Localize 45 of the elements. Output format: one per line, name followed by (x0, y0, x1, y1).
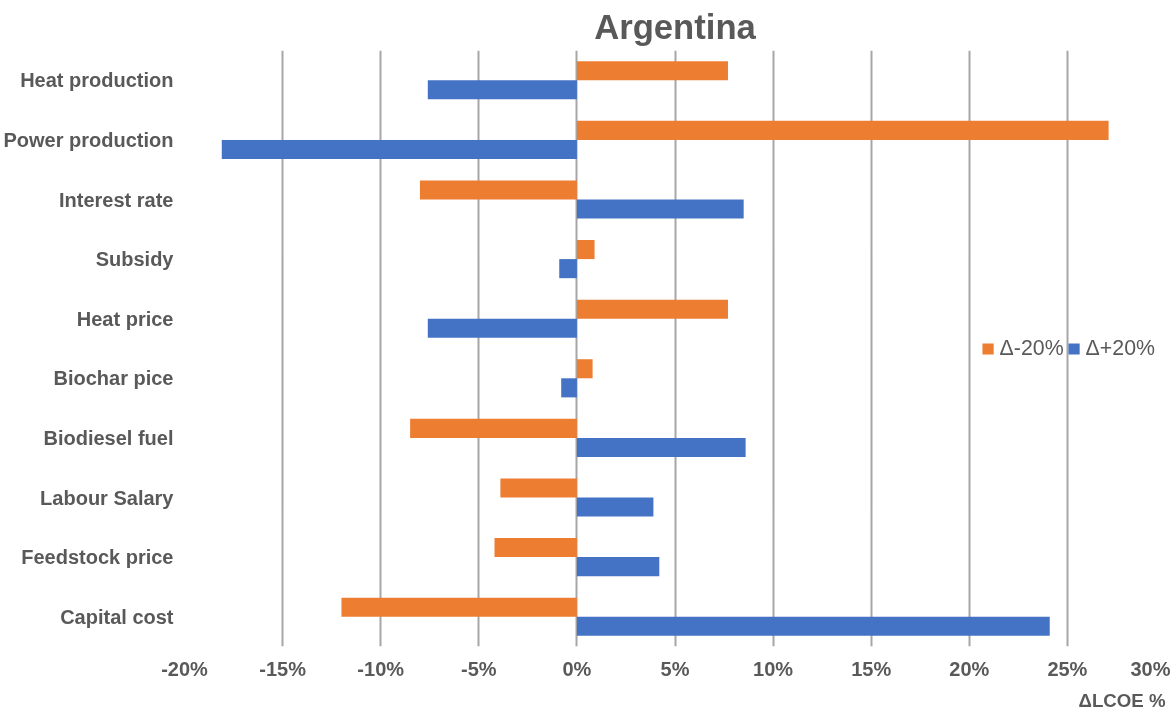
y-tick-label: Capital cost (60, 605, 174, 628)
bar (559, 259, 577, 279)
x-tick-label: -20% (161, 657, 209, 680)
bar (576, 199, 744, 219)
y-tick-label: Power production (3, 128, 174, 151)
bar (494, 538, 577, 558)
x-tick-label: 25% (1047, 657, 1088, 680)
bar (576, 557, 660, 577)
bar (561, 378, 577, 398)
bar (576, 359, 593, 379)
bar (427, 318, 577, 338)
y-tick-label: Biodiesel fuel (43, 426, 174, 449)
bar (576, 616, 1050, 636)
x-tick-label: 30% (1130, 657, 1171, 680)
y-tick-label: Heat price (76, 307, 174, 330)
x-tick-label: -15% (259, 657, 307, 680)
y-tick-label: Labour Salary (40, 486, 175, 509)
bar (410, 418, 577, 438)
x-tick-label: -10% (357, 657, 405, 680)
x-tick-label: 20% (949, 657, 990, 680)
x-tick-label: 15% (851, 657, 892, 680)
bar (576, 299, 728, 319)
x-tick-label: 5% (660, 657, 690, 680)
x-tick-label: -5% (461, 657, 497, 680)
y-tick-label: Subsidy (95, 248, 175, 271)
x-axis-title: ΔLCOE % (1078, 689, 1166, 711)
bar (500, 478, 577, 498)
bar (427, 80, 577, 100)
y-tick-label: Heat production (20, 69, 174, 92)
x-tick-label: 0% (562, 657, 592, 680)
bar (576, 120, 1109, 140)
bar (419, 180, 577, 200)
bar (221, 139, 577, 159)
chart-title: Argentina (594, 7, 757, 46)
bar (576, 240, 595, 260)
legend-label: Δ+20% (1085, 335, 1155, 361)
y-tick-label: Interest rate (59, 188, 174, 211)
y-tick-label: Biochar pice (53, 367, 174, 390)
bar (341, 597, 577, 617)
bar (576, 61, 728, 81)
bar (576, 437, 746, 457)
y-tick-label: Feedstock price (21, 546, 174, 569)
x-tick-label: 10% (753, 657, 794, 680)
legend-label: Δ-20% (999, 335, 1064, 361)
bar (576, 497, 654, 517)
